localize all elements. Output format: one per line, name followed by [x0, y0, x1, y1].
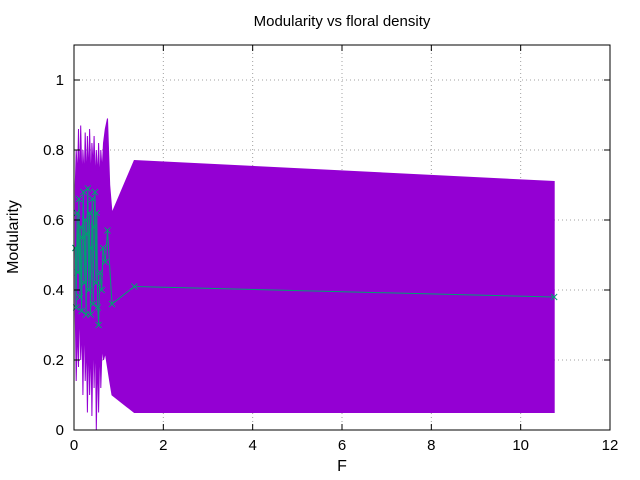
data-point	[75, 195, 83, 203]
x-tick-label: 8	[427, 437, 435, 454]
x-tick-label: 0	[70, 437, 78, 454]
data-point	[94, 304, 102, 311]
x-tick-label: 12	[602, 437, 619, 454]
data-point	[78, 307, 85, 315]
x-tick-label: 4	[248, 437, 256, 454]
y-tick-label: 0.4	[43, 282, 64, 299]
data-point	[99, 244, 107, 252]
data-point	[87, 311, 94, 318]
data-point	[95, 321, 102, 329]
data-point	[108, 300, 116, 308]
x-axis-label: F	[337, 458, 347, 475]
y-tick-label: 0.6	[43, 212, 64, 229]
data-point	[130, 283, 138, 290]
band-series	[74, 118, 555, 431]
data-point	[91, 188, 99, 196]
line-series	[71, 185, 558, 329]
data-point	[550, 293, 558, 301]
data-point	[85, 286, 93, 294]
x-tick-label: 2	[159, 437, 167, 454]
data-point	[74, 269, 82, 276]
data-point	[86, 209, 93, 217]
y-tick-label: 0.2	[43, 352, 64, 369]
data-point	[98, 286, 106, 294]
data-point	[73, 209, 81, 217]
data-point	[101, 258, 109, 266]
data-point	[80, 188, 87, 196]
data-point	[96, 269, 104, 276]
y-tick-label: 1	[56, 72, 64, 89]
data-point	[104, 227, 111, 234]
y-tick-label: 0	[56, 422, 64, 439]
data-point	[88, 244, 95, 252]
data-point	[76, 293, 84, 301]
data-point	[90, 223, 98, 231]
data-point	[80, 279, 88, 287]
data-point	[79, 234, 86, 241]
data-point	[77, 223, 85, 231]
data-point	[92, 279, 100, 287]
data-point	[89, 300, 97, 308]
data-point	[81, 216, 89, 224]
band-area	[74, 118, 555, 431]
data-point	[93, 209, 101, 217]
data-point	[84, 185, 92, 192]
x-tick-label: 6	[338, 437, 346, 454]
chart-title: Modularity vs floral density	[254, 13, 431, 30]
x-tick-label: 10	[512, 437, 529, 454]
y-tick-label: 0.8	[43, 142, 64, 159]
data-point	[83, 230, 91, 238]
ticks: 0 2 4 6 8 10 12 0 0.2 0.4 0.6 0.8 1	[43, 45, 618, 454]
data-point	[71, 244, 79, 252]
y-axis-label: Modularity	[5, 200, 22, 274]
data-point	[88, 195, 96, 203]
